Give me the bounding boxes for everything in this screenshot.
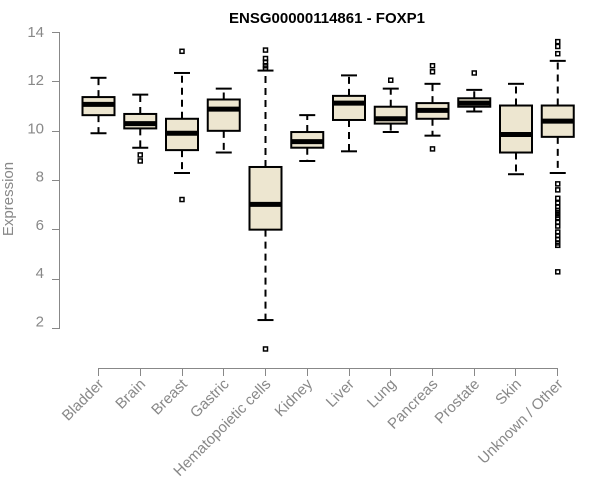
x-tick-label: Skin: [492, 376, 525, 409]
box-iqr: [332, 94, 366, 121]
x-tick-label: Liver: [323, 376, 358, 411]
box-group: [373, 77, 408, 134]
box-iqr: [499, 104, 533, 154]
outlier-point: [555, 181, 561, 187]
outlier-point: [429, 146, 436, 152]
outlier-point: [262, 47, 269, 53]
y-axis-label: Expression: [0, 162, 17, 236]
y-tick-label: 14: [27, 24, 44, 41]
outlier-point: [179, 48, 185, 55]
box-group: [206, 87, 241, 154]
x-tick-label: Lung: [364, 376, 400, 412]
box-group: [499, 82, 533, 176]
box-group: [290, 114, 325, 162]
y-tick-label: 10: [27, 120, 44, 137]
y-tick-labels: 2 4 6 8 10 12 14: [27, 24, 44, 330]
y-axis-line: [52, 32, 60, 329]
x-tick-label: Kidney: [272, 375, 317, 420]
x-tick-label: Bladder: [59, 376, 108, 425]
outlier-point: [555, 223, 561, 229]
outlier-point: [429, 62, 436, 69]
x-tick-label: Prostate: [432, 376, 484, 428]
box-group: [457, 70, 492, 113]
outlier-point: [388, 77, 394, 83]
outlier-point: [555, 38, 561, 45]
outlier-point: [429, 69, 436, 75]
y-tick-label: 12: [27, 72, 44, 89]
outlier-point: [555, 43, 561, 50]
box-group: [81, 76, 116, 135]
outlier-point: [555, 187, 561, 193]
outlier-point: [137, 158, 143, 164]
outlier-point: [555, 242, 561, 249]
outlier-point: [137, 152, 143, 158]
box-iqr: [206, 98, 241, 132]
box-group: [165, 48, 199, 203]
y-tick-label: 6: [36, 217, 44, 234]
outlier-point: [179, 196, 185, 203]
outlier-point: [555, 195, 561, 202]
x-axis-line: [98, 368, 558, 376]
x-tick-label: Breast: [148, 375, 191, 418]
box-group: [248, 47, 283, 352]
box-group: [415, 62, 450, 152]
outlier-point: [555, 50, 561, 57]
box-group: [123, 93, 158, 164]
box-iqr: [248, 165, 283, 231]
y-tick-label: 8: [36, 169, 44, 186]
y-tick-label: 2: [36, 313, 44, 330]
chart-title: ENSG00000114861 - FOXP1: [229, 10, 425, 27]
box-series: [81, 38, 575, 352]
outlier-point: [471, 70, 477, 76]
y-tick-label: 4: [36, 265, 44, 282]
outlier-point: [555, 269, 561, 275]
outlier-point: [262, 65, 269, 71]
outlier-point: [555, 214, 561, 221]
box-group: [332, 74, 366, 153]
box-group: [540, 38, 575, 275]
outlier-point: [262, 346, 269, 352]
x-tick-label: Brain: [112, 376, 149, 413]
